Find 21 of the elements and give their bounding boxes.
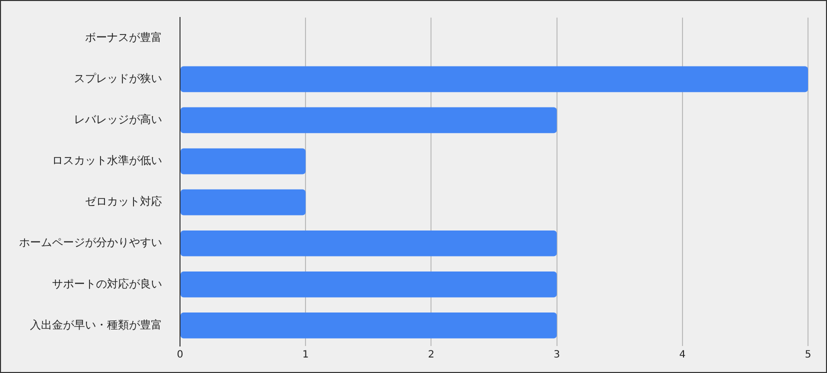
y-tick-label: ボーナスが豊富 <box>85 30 162 44</box>
bar <box>180 66 808 92</box>
bar <box>180 230 557 256</box>
x-tick-label: 5 <box>804 350 812 361</box>
x-tick-label: 1 <box>302 350 309 361</box>
x-tick-label: 4 <box>679 350 686 361</box>
x-tick-label: 3 <box>554 350 560 361</box>
y-tick-label: スプレッドが狭い <box>74 72 162 86</box>
y-tick-label: ロスカット水準が低い <box>52 154 162 168</box>
y-tick-label: レバレッジが高い <box>74 113 162 126</box>
x-tick-label: 2 <box>428 350 434 361</box>
y-tick-label: サポートの対応が良い <box>52 277 162 290</box>
bar <box>180 107 557 134</box>
y-tick-label: ホームページが分かりやすい <box>19 236 162 250</box>
x-tick-label: 0 <box>176 350 184 361</box>
bar <box>180 148 306 174</box>
y-tick-label: 入出金が早い・種類が豊富 <box>30 318 162 332</box>
bar <box>180 271 557 298</box>
bar <box>180 189 306 216</box>
y-tick-label: ゼロカット対応 <box>85 195 162 208</box>
bar <box>180 312 557 338</box>
